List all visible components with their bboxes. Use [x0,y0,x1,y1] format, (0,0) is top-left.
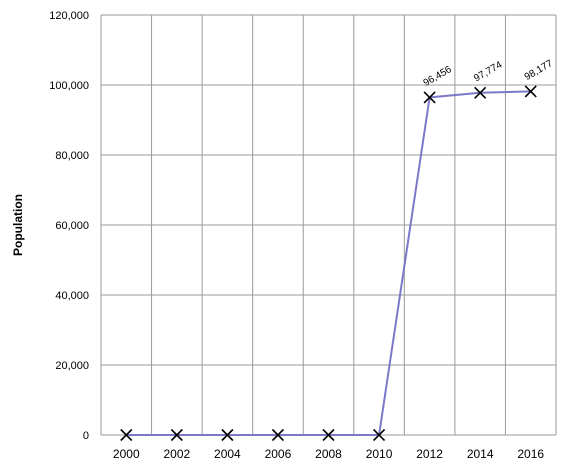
y-tick-label: 80,000 [55,150,89,162]
data-point-marker [322,428,335,442]
y-tick-labels: 0 20,000 40,000 60,000 80,000 100,000 120,000 [49,10,89,442]
data-point-marker [170,428,183,442]
data-point-marker [423,91,436,104]
y-axis-title: Population [11,194,25,256]
data-point-marker [271,428,285,442]
data-label: 97,774 [472,59,504,84]
x-tick-label: 2006 [265,447,292,461]
population-series [120,85,537,442]
y-tick-label: 100,000 [49,80,89,92]
x-tick-label: 2014 [467,447,494,461]
series-line [126,90,531,436]
data-point-marker [474,86,487,99]
x-tick-label: 2010 [366,447,393,461]
x-tick-label: 2016 [517,447,544,461]
data-label: 98,177 [523,58,555,83]
y-tick-label: 60,000 [55,220,89,232]
data-labels: 96,456 97,774 98,177 [422,58,555,89]
x-tick-label: 2012 [416,447,443,461]
data-point-marker [524,85,537,98]
x-tick-label: 2000 [113,447,140,461]
x-tick-label: 2004 [214,447,241,461]
gridlines [100,14,557,436]
x-tick-label: 2008 [315,447,342,461]
x-tick-labels: 2000 2002 2004 2006 2008 2010 2012 2014 2016 [113,447,544,461]
y-tick-label: 40,000 [55,290,89,302]
data-point-marker [221,428,234,442]
x-tick-label: 2002 [163,447,190,461]
y-tick-label: 120,000 [49,10,89,22]
data-point-marker [372,428,386,442]
data-point-marker [120,428,133,442]
y-tick-label: 20,000 [55,360,89,372]
y-tick-label: 0 [83,430,89,442]
